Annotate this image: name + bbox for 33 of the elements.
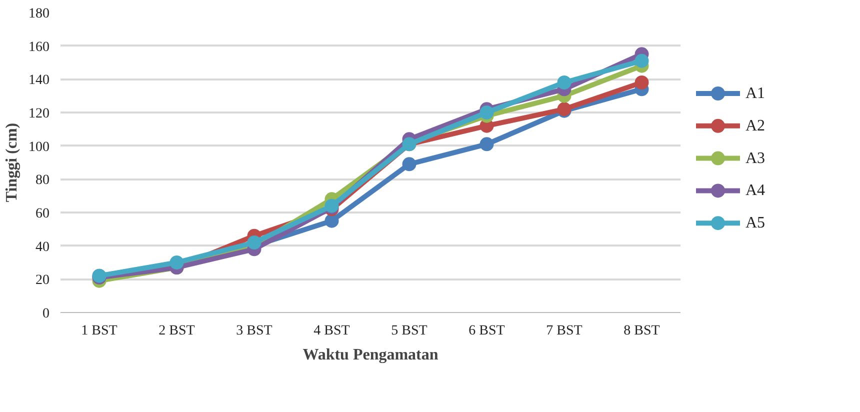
legend-label: A2 [746, 117, 766, 134]
y-tick-label: 120 [28, 106, 50, 122]
point [402, 157, 416, 172]
legend-label: A3 [746, 150, 766, 167]
point [324, 214, 339, 228]
y-tick-label: 160 [28, 40, 50, 55]
point [480, 137, 494, 152]
legend-label: A5 [746, 214, 766, 232]
legend-label: A1 [746, 85, 766, 102]
x-axis-title: Waktu Pengamatan [302, 346, 438, 364]
y-tick-label: 20 [36, 273, 50, 288]
point [634, 76, 649, 90]
x-tick-label: 4 BST [314, 324, 350, 338]
x-tick-label: 8 BST [624, 324, 660, 338]
x-tick-label: 5 BST [391, 324, 428, 338]
point [480, 106, 494, 120]
y-tick-label: 80 [36, 173, 50, 188]
y-tick-label: 60 [36, 206, 50, 222]
y-tick-label: 0 [42, 306, 50, 322]
x-tick-label: 7 BST [546, 324, 583, 338]
point [634, 54, 649, 68]
y-axis-title: Tinggi (cm) [4, 122, 20, 202]
y-tick-label: 140 [28, 73, 50, 88]
x-tick-label: 6 BST [468, 324, 506, 338]
y-tick-label: 40 [36, 240, 50, 255]
y-tick-label: 180 [28, 6, 50, 22]
x-tick-label: 1 BST [81, 324, 118, 338]
point [247, 236, 262, 250]
legend-label: A4 [746, 182, 766, 200]
x-tick-label: 2 BST [158, 324, 196, 338]
y-tick-label: 100 [28, 140, 50, 155]
point [557, 76, 572, 90]
x-tick-label: 3 BST [236, 324, 273, 338]
